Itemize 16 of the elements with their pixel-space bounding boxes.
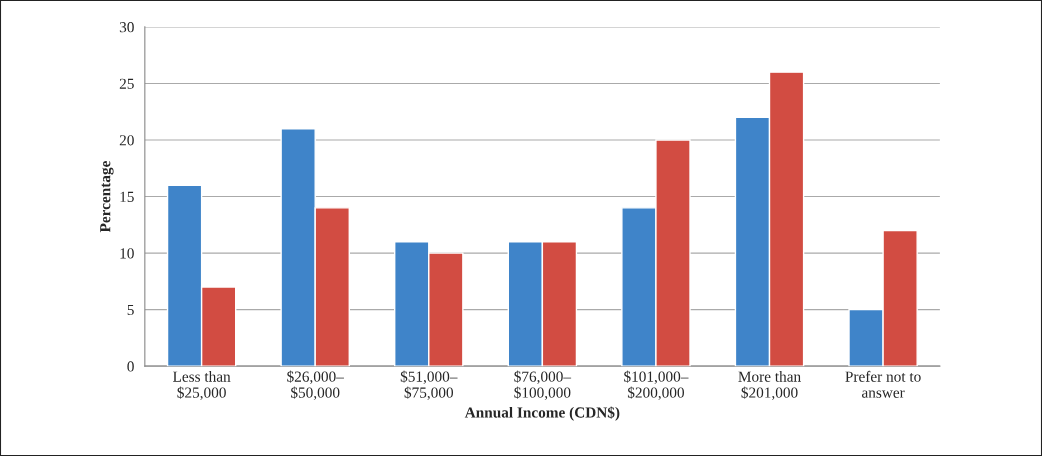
y-tick-label: 10 xyxy=(120,248,134,259)
x-tick-label: $26,000– $50,000 xyxy=(287,370,344,400)
y-tick-label: 25 xyxy=(119,78,134,89)
y-tick-label: 5 xyxy=(127,304,134,316)
x-tick-label: More than $201,000 xyxy=(738,371,801,400)
x-tick-label: Prefer not to answer xyxy=(845,370,921,398)
y-tick-label: 0 xyxy=(127,361,134,372)
x-tick-label: $76,000– $100,000 xyxy=(514,370,572,400)
x-tick-label: Less than $25,000 xyxy=(173,371,231,400)
y-axis-title: Percentage xyxy=(100,161,114,233)
y-tick-label: 20 xyxy=(119,135,134,146)
x-tick-label: $51,000– $75,000 xyxy=(400,370,458,400)
x-axis-title: Annual Income (CDN$) xyxy=(464,406,620,421)
y-tick-label: 15 xyxy=(120,191,134,202)
y-tick-label: 30 xyxy=(119,22,134,33)
x-tick-label: $101,000– $200,000 xyxy=(624,370,689,400)
